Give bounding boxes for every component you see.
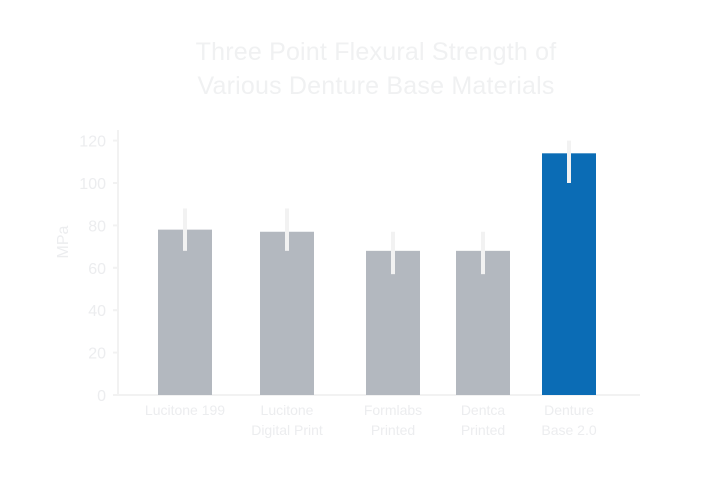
x-category-label: Lucitone 199 xyxy=(145,402,225,418)
y-tick-label: 0 xyxy=(97,388,106,405)
y-tick-label: 120 xyxy=(79,134,106,151)
bar xyxy=(542,153,596,395)
x-category-label: Printed xyxy=(461,422,505,438)
x-category-label: Lucitone xyxy=(261,402,314,418)
y-tick-label: 100 xyxy=(79,176,106,193)
y-tick-label: 60 xyxy=(88,261,106,278)
x-category-label: Formlabs xyxy=(364,402,422,418)
y-tick-labels: 0 20 40 60 80 100 120 xyxy=(79,134,106,405)
bar xyxy=(260,231,314,395)
bar xyxy=(366,250,420,395)
bar xyxy=(456,250,510,395)
chart-bars xyxy=(158,153,596,395)
x-category-label: Denture xyxy=(544,402,594,418)
y-axis-label: MPa xyxy=(55,225,72,258)
x-category-label: Base 2.0 xyxy=(541,422,596,438)
chart-error-bars xyxy=(183,140,571,275)
y-tick-label: 80 xyxy=(88,218,106,235)
y-tick-label: 20 xyxy=(88,346,106,363)
chart-title-line-1: Three Point Flexural Strength of xyxy=(195,38,557,66)
x-category-label: Dentca xyxy=(461,402,506,418)
x-category-label: Printed xyxy=(371,422,415,438)
x-category-labels: Lucitone 199 Lucitone Digital Print Formlab… xyxy=(145,402,597,438)
chart-title-line-2: Various Denture Base Materials xyxy=(197,72,555,100)
x-category-label: Digital Print xyxy=(251,422,323,438)
y-tick-label: 40 xyxy=(88,303,106,320)
bar xyxy=(158,229,212,395)
